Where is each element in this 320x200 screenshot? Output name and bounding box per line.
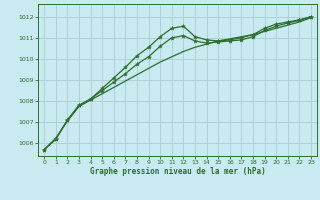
X-axis label: Graphe pression niveau de la mer (hPa): Graphe pression niveau de la mer (hPa) [90,167,266,176]
